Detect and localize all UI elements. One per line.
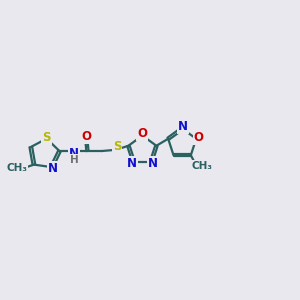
Text: O: O: [81, 130, 91, 143]
Text: S: S: [42, 131, 51, 144]
Text: CH₃: CH₃: [6, 163, 27, 173]
Text: CH₃: CH₃: [191, 160, 212, 170]
Text: H: H: [70, 155, 78, 165]
Text: N: N: [48, 162, 58, 175]
Text: O: O: [194, 131, 204, 144]
Text: N: N: [148, 157, 158, 170]
Text: S: S: [112, 140, 121, 153]
Text: N: N: [178, 120, 188, 133]
Text: N: N: [69, 146, 79, 160]
Text: N: N: [127, 157, 137, 170]
Text: O: O: [137, 127, 147, 140]
